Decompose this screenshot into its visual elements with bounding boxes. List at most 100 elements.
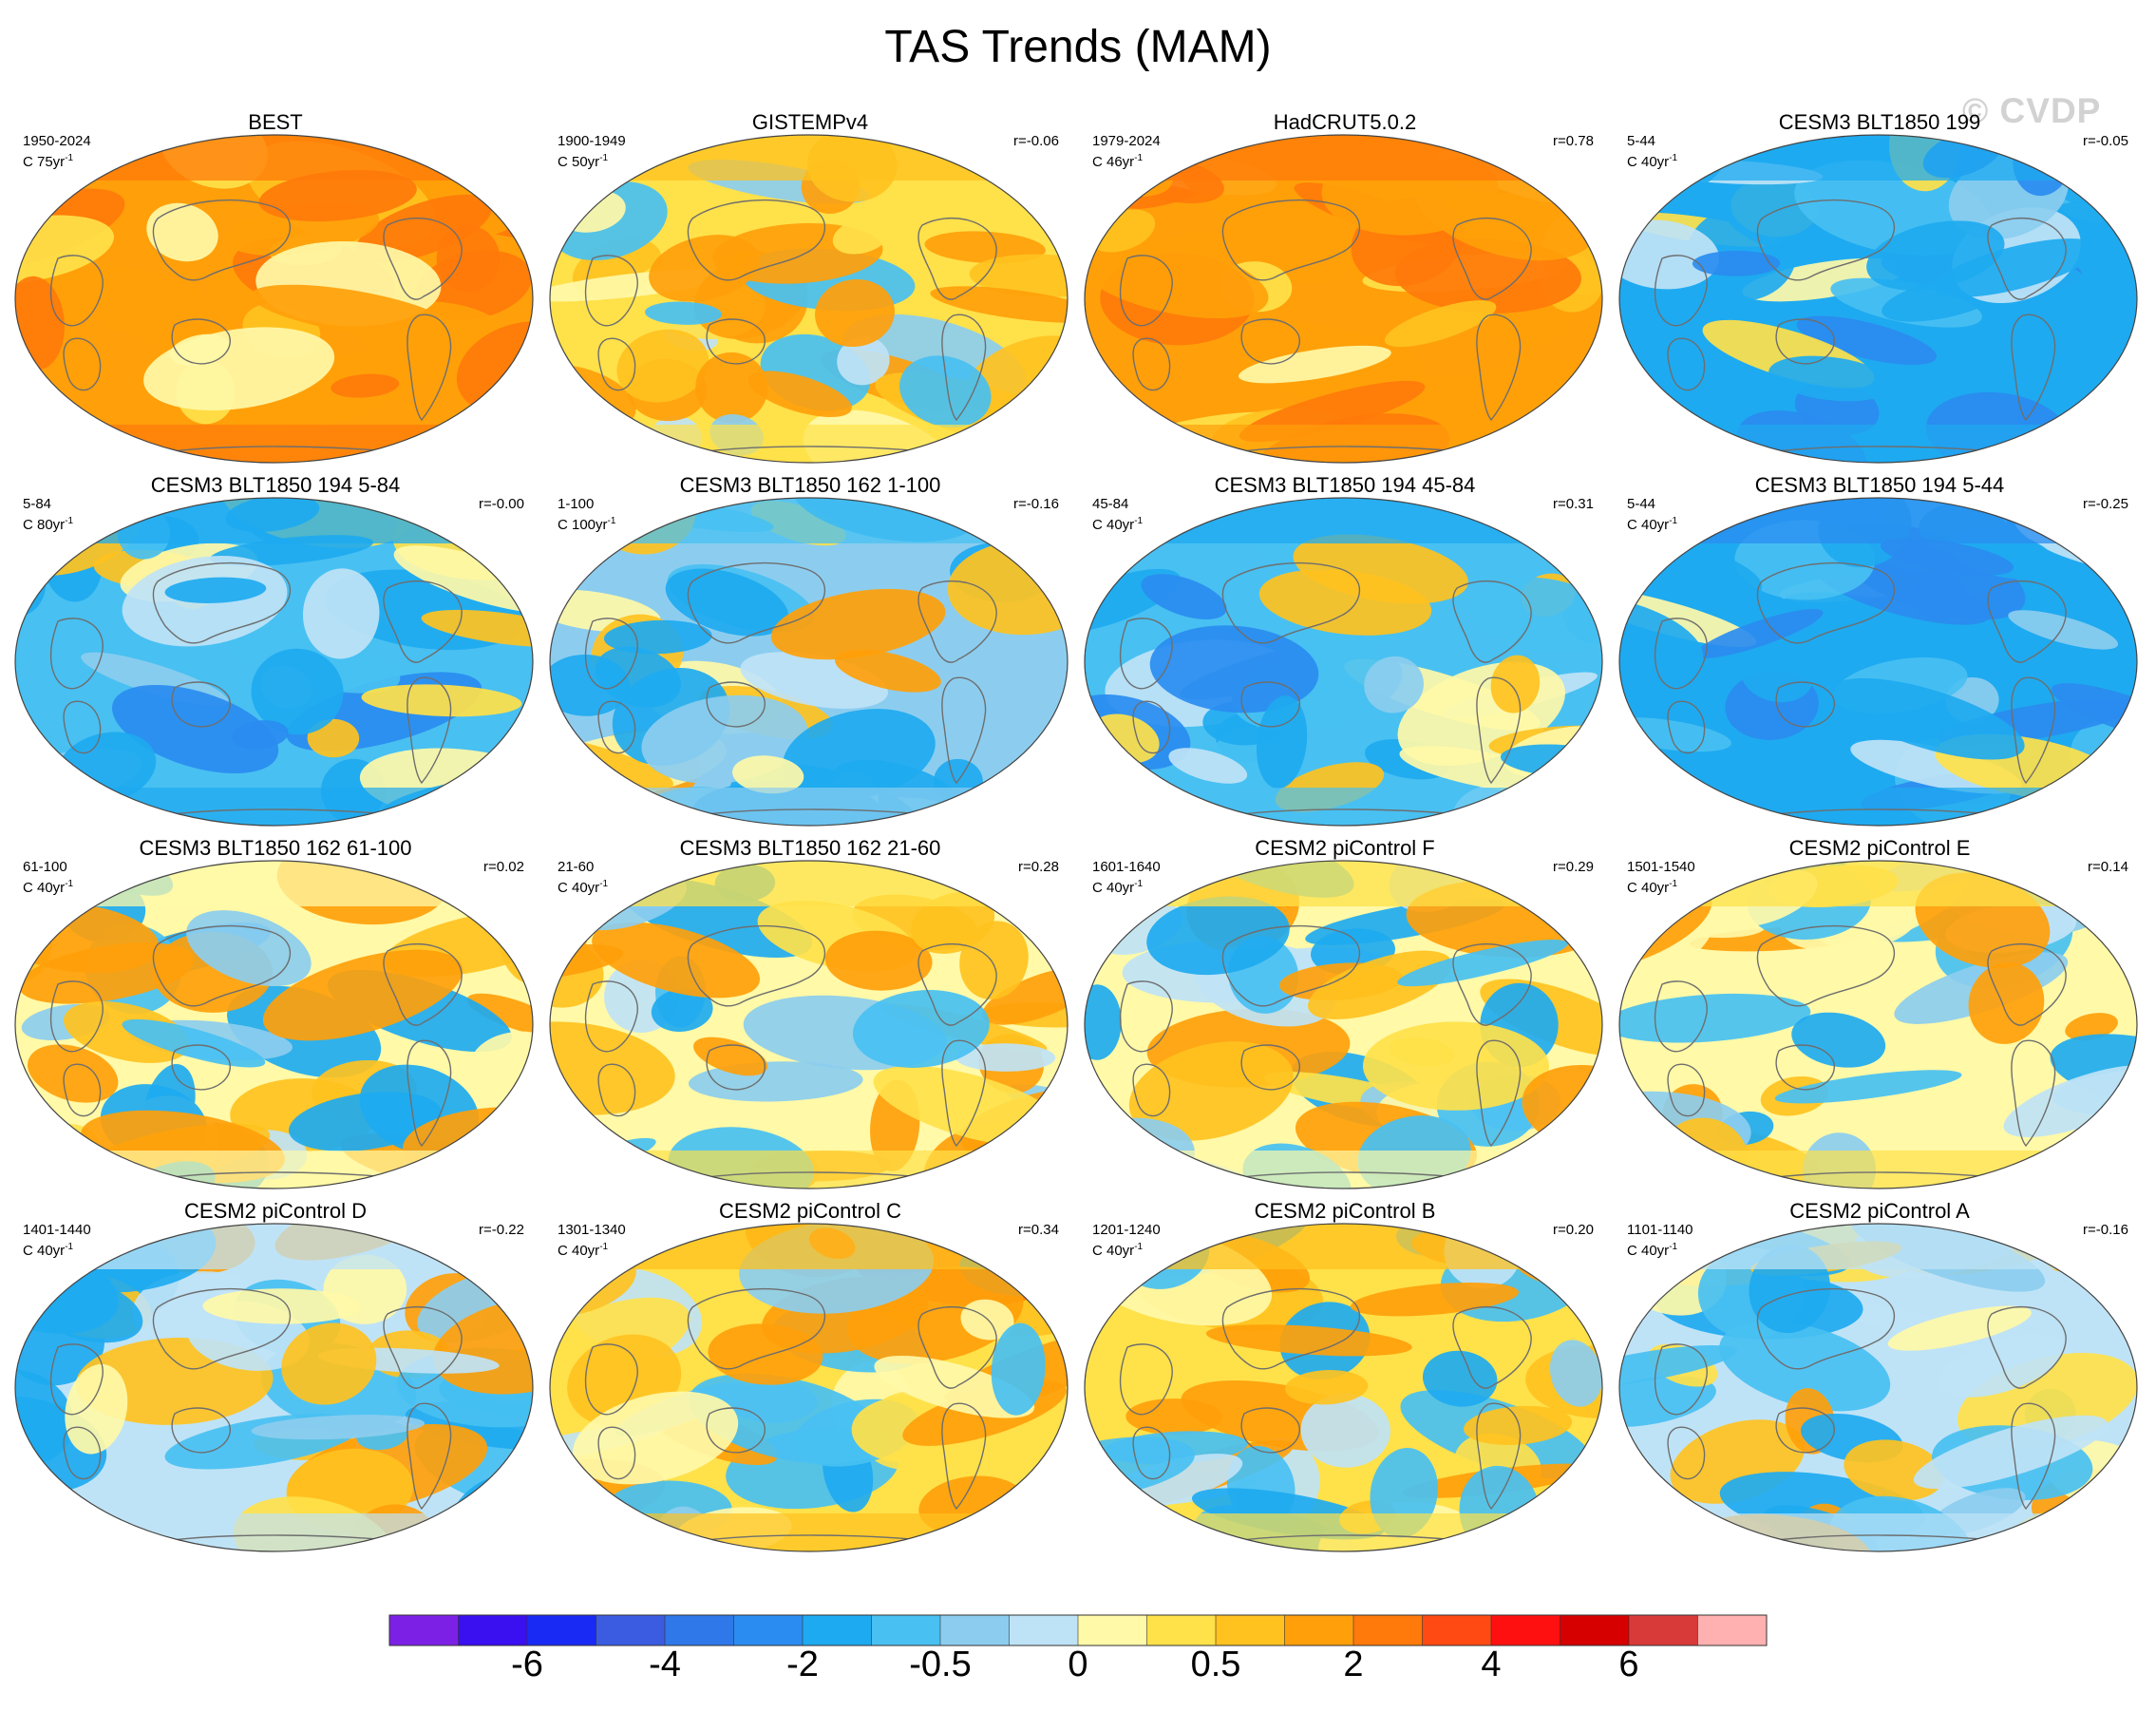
trend-anomaly (550, 400, 618, 463)
panel-period: 1-100 (558, 496, 595, 512)
antarctic-band (550, 1513, 1068, 1551)
coastline (1655, 618, 1708, 690)
panel-units: C 40yr-1 (558, 1242, 609, 1259)
trend-anomaly (689, 1373, 887, 1464)
coastline (706, 1044, 766, 1091)
trend-anomaly (550, 654, 631, 716)
trend-anomaly (783, 709, 936, 800)
trend-anomaly (1308, 950, 1452, 1019)
map-panel: CESM2 piControl C 1301-1340 C 40yr-1 r=0.34 (544, 1199, 1076, 1560)
trend-anomaly (1740, 646, 1814, 703)
colorbar-swatch (458, 1615, 528, 1645)
panel-units: C 100yr-1 (558, 516, 616, 533)
colorbar-tick-label: -0.5 (909, 1645, 972, 1684)
antarctic-band (1619, 425, 2137, 463)
trend-anomaly (1468, 1174, 1593, 1189)
panel-period: 1501-1540 (1627, 859, 1695, 875)
trend-anomaly (1285, 1370, 1369, 1405)
coastline (1452, 580, 1532, 663)
trend-anomaly (1009, 1141, 1068, 1189)
map-panel: CESM2 piControl A 1101-1140 C 40yr-1 r=-0.1… (1614, 1199, 2146, 1560)
coastline (1667, 1063, 1706, 1117)
trend-map (14, 134, 534, 464)
arctic-band (550, 135, 1068, 181)
coastline (687, 1287, 825, 1370)
trend-anomaly (415, 440, 485, 463)
trend-anomaly (834, 649, 941, 693)
trend-anomaly (64, 1000, 190, 1063)
arctic-band (1085, 135, 1602, 181)
panel-title: CESM3 BLT1850 194 5-84 (150, 473, 401, 497)
panel-period: 45-84 (1092, 496, 1129, 512)
coastline (1655, 1343, 1708, 1416)
coastline (585, 618, 638, 690)
trend-anomaly (258, 169, 417, 222)
panel-units: C 46yr-1 (1092, 153, 1144, 170)
trend-anomaly (1300, 1393, 1390, 1468)
coastline (2011, 676, 2056, 785)
arctic-band (15, 135, 533, 181)
map-border (549, 134, 1069, 464)
panel-units: C 40yr-1 (23, 879, 74, 896)
trend-anomaly (1257, 695, 1308, 789)
coastline (1655, 980, 1708, 1053)
map-panel: BEST 1950-2024 C 75yr-1 (9, 110, 541, 471)
coastline (407, 1039, 452, 1148)
panel-units: C 40yr-1 (23, 1242, 74, 1259)
arctic-band (1085, 498, 1602, 543)
panel-correlation: r=0.28 (1018, 859, 1059, 875)
trend-anomaly (1028, 1151, 1068, 1189)
coastline (1452, 943, 1532, 1026)
coastline (50, 255, 104, 327)
arctic-band (1085, 1224, 1602, 1269)
trend-anomaly (1911, 570, 1967, 620)
coastline (687, 561, 825, 644)
trend-anomaly (1397, 940, 1568, 987)
trend-anomaly (1003, 773, 1068, 826)
panel-title: CESM3 BLT1850 199 (1778, 110, 1981, 134)
coastline (1221, 924, 1360, 1007)
coastline (1775, 1407, 1835, 1454)
trend-anomaly (1239, 345, 1391, 384)
trend-anomaly (2072, 1224, 2135, 1281)
trend-anomaly (824, 930, 933, 991)
trend-map (549, 134, 1069, 464)
trend-anomaly (1985, 333, 2066, 375)
trend-anomaly (470, 1031, 533, 1091)
map-border (1618, 134, 2138, 464)
antarctic-band (550, 1151, 1068, 1189)
trend-anomaly (832, 218, 891, 255)
panel-period: 1950-2024 (23, 133, 91, 149)
trend-anomaly (65, 1363, 128, 1455)
trend-anomaly (1364, 656, 1424, 713)
colorbar-swatch (389, 1615, 459, 1645)
panel-title: HadCRUT5.0.2 (1273, 110, 1417, 134)
trend-map (1618, 1223, 2138, 1552)
coastline (383, 943, 463, 1026)
trend-map (549, 1223, 1069, 1552)
trend-anomaly (1146, 896, 1290, 976)
coastline (917, 1306, 997, 1389)
trend-anomaly (708, 1323, 823, 1385)
map-border (1618, 497, 2138, 827)
coastline (2011, 1039, 2056, 1148)
coastline (1775, 681, 1835, 728)
cvdp-watermark: © CVDP (1962, 91, 2102, 130)
trend-anomaly (186, 910, 312, 987)
trend-anomaly (1619, 427, 1693, 463)
trend-anomaly (262, 949, 463, 1041)
trend-anomaly (1742, 257, 1907, 302)
panel-correlation: r=-0.16 (2083, 1222, 2128, 1238)
panel-period: 5-44 (1627, 496, 1656, 512)
trend-anomaly (1619, 1344, 1738, 1389)
map-panel: HadCRUT5.0.2 1979-2024 C 46yr-1 r=0.78 (1079, 110, 1611, 471)
trend-anomaly (1085, 787, 1149, 826)
coastline (407, 676, 452, 785)
coastline (1476, 676, 1522, 785)
coastline (1132, 1063, 1171, 1117)
trend-anomaly (1619, 1494, 1671, 1551)
panel-correlation: r=-0.05 (2083, 133, 2128, 149)
trend-anomaly (232, 720, 289, 750)
arctic-band (550, 861, 1068, 906)
trend-anomaly (592, 922, 761, 999)
